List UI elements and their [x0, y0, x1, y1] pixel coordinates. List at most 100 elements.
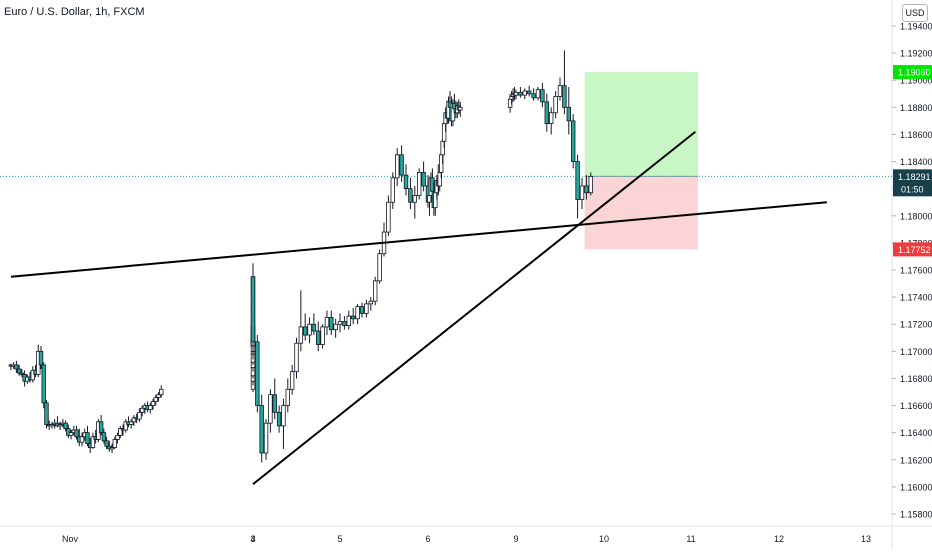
candle-body [579, 185, 585, 200]
candle-body [399, 154, 404, 176]
candle-body [109, 447, 115, 450]
candle-body [104, 440, 109, 447]
candle-body [540, 89, 545, 103]
x-tick-label: 3 [250, 534, 255, 544]
candle-body [372, 280, 378, 302]
stop-price-tag [893, 242, 932, 257]
candle-body [294, 342, 299, 373]
candle-body [408, 188, 413, 203]
candle-body [268, 394, 273, 424]
candle-body [557, 85, 563, 97]
currency-selector[interactable]: USD [902, 4, 928, 22]
candle-body [566, 106, 571, 122]
candle-body [412, 195, 417, 203]
chart-title: Euro / U.S. Dollar, 1h, FXCM [4, 6, 145, 18]
y-tick-label: 1.16400 [900, 428, 932, 438]
x-tick-label: 12 [774, 534, 784, 544]
candle-body [131, 417, 137, 423]
x-tick-label: 4 [250, 534, 255, 544]
candle-body [38, 350, 44, 366]
candle-body [316, 330, 321, 345]
candle-body [112, 439, 117, 448]
candle-body [276, 411, 282, 427]
y-tick-label: 1.18400 [900, 157, 932, 167]
candle-body [74, 429, 79, 438]
y-tick-label: 1.18000 [900, 211, 932, 221]
candle-body [403, 174, 409, 190]
y-tick-label: 1.16000 [900, 482, 932, 492]
candle-body [123, 421, 128, 431]
candle-body [364, 303, 369, 314]
candle-body [527, 90, 532, 95]
candle-body [16, 368, 22, 374]
resistance-line[interactable] [10, 201, 827, 278]
y-tick-label: 1.16200 [900, 455, 932, 465]
candle-body [394, 154, 400, 179]
candle-body [329, 317, 334, 331]
target-price-tag-text: 1.19060 [898, 68, 931, 78]
candle-body [148, 405, 153, 411]
candle-body [355, 306, 360, 320]
y-tick-label: 1.17200 [900, 320, 932, 330]
candle-body [263, 422, 269, 454]
candle-body [584, 185, 589, 194]
candle-body [320, 326, 325, 345]
y-tick-label: 1.15800 [900, 510, 932, 520]
candle-body [553, 96, 558, 114]
x-tick-label: 11 [686, 534, 695, 544]
y-tick-label: 1.18600 [900, 130, 932, 140]
candle-body [255, 341, 260, 406]
support-line[interactable] [252, 130, 697, 485]
x-tick-label: Nov [62, 534, 79, 544]
candle-body [98, 421, 104, 434]
candle-body [289, 371, 295, 390]
y-tick-label: 1.17600 [900, 266, 932, 276]
candle-body [85, 432, 90, 444]
candle-body [333, 323, 338, 331]
candle-body [14, 364, 19, 370]
candle-body [57, 424, 63, 427]
candle-body [324, 317, 330, 328]
candle-body [458, 106, 463, 111]
candle-body [390, 177, 395, 203]
candle-body [531, 93, 536, 99]
y-tick-label: 1.16800 [900, 374, 932, 384]
x-tick-label: 13 [861, 534, 871, 544]
candle-body [68, 432, 74, 436]
candle-body [575, 161, 580, 200]
candle-body [19, 372, 25, 375]
candle-body [342, 321, 347, 326]
candle-body [337, 321, 343, 325]
y-tick-label: 1.16600 [900, 401, 932, 411]
x-tick-label: 10 [599, 534, 609, 544]
candle-body [66, 428, 71, 436]
target-price-tag [893, 65, 932, 80]
y-tick-label: 1.19400 [900, 22, 932, 32]
y-tick-label: 1.18800 [900, 103, 932, 113]
candle-body [544, 101, 549, 124]
last-price-value: 1.18291 [898, 172, 931, 182]
last-price-tag [893, 169, 932, 197]
candle-body [535, 89, 541, 99]
x-tick-label: 5 [337, 534, 342, 544]
stop-zone [584, 176, 699, 250]
candle-body [416, 171, 422, 196]
candle-body [311, 323, 317, 332]
candle-body [377, 253, 382, 282]
y-tick-label: 1.17400 [900, 293, 932, 303]
candle-body [562, 85, 567, 108]
candle-body [281, 405, 286, 427]
candle-body [153, 397, 158, 402]
target-zone [584, 72, 699, 177]
last-price-countdown: 01:50 [901, 184, 924, 194]
y-tick-label: 1.19200 [900, 49, 932, 59]
candle-body [307, 323, 312, 336]
candle-body [588, 176, 593, 194]
candle-body [118, 428, 123, 436]
candle-body [115, 434, 120, 440]
candle-body [518, 92, 523, 96]
candle-body [259, 405, 264, 454]
candle-body [49, 424, 55, 427]
